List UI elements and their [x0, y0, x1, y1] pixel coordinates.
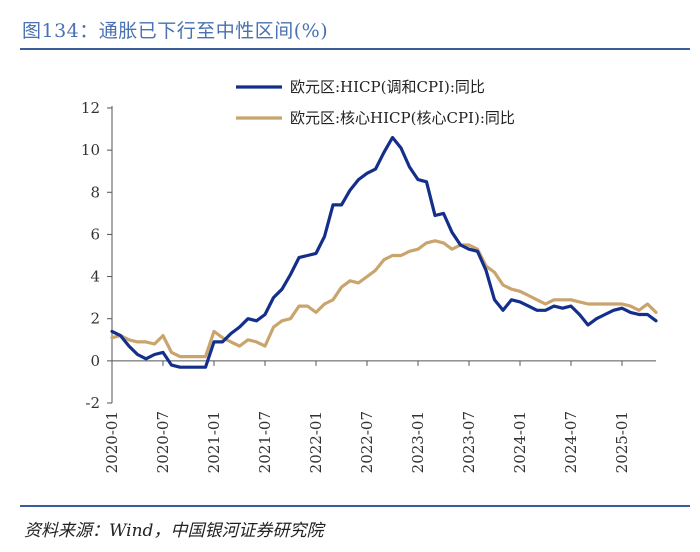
y-tick-label: 10: [81, 141, 100, 159]
y-tick-label: -2: [85, 394, 100, 412]
top-rule: [20, 48, 690, 50]
y-tick-label: 8: [90, 183, 100, 201]
y-axis: -2 0 2 4 6 8 10 12: [81, 99, 113, 412]
x-tick-label: 2021-07: [256, 411, 274, 473]
x-tick-label: 2023-01: [409, 411, 427, 473]
legend-label: 欧元区:HICP(调和CPI):同比: [290, 78, 485, 96]
y-tick-label: 0: [90, 352, 100, 370]
bottom-rule: [20, 505, 690, 507]
source-note: 资料来源：Wind，中国银河证券研究院: [24, 521, 324, 541]
x-tick-label: 2025-01: [613, 411, 631, 473]
series-line-hicp: [110, 135, 658, 369]
x-tick-label: 2024-01: [511, 411, 529, 473]
x-tick-label: 2020-01: [103, 411, 121, 473]
y-tick-label: 6: [90, 225, 100, 243]
x-tick-label: 2022-07: [358, 411, 376, 473]
x-axis: 2020-01 2020-07 2021-01 2021-07 2022-01 2022-…: [103, 360, 656, 473]
x-tick-label: 2024-07: [562, 411, 580, 473]
series-group: [110, 135, 658, 369]
figure-title: 图134：通胀已下行至中性区间(%): [22, 20, 329, 42]
y-tick-label: 12: [81, 99, 100, 117]
legend-label: 欧元区:核心HICP(核心CPI):同比: [290, 109, 515, 127]
x-tick-label: 2021-01: [205, 411, 223, 473]
x-tick-label: 2020-07: [154, 411, 172, 473]
y-tick-label: 2: [90, 310, 100, 328]
line-chart: -2 0 2 4 6 8 10 12 2020-01 2020-07 2021-01 2021-07…: [81, 78, 658, 473]
x-tick-label: 2023-07: [460, 411, 478, 473]
series-line-core-hicp: [110, 239, 658, 359]
x-tick-label: 2022-01: [307, 411, 325, 473]
y-tick-label: 4: [90, 268, 100, 286]
